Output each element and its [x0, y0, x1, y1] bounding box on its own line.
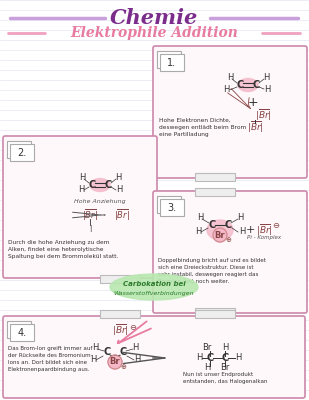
Text: C: C — [236, 80, 243, 90]
Ellipse shape — [110, 274, 198, 300]
Text: Elektrophile Addition: Elektrophile Addition — [70, 26, 238, 40]
Text: Das Brom-Ion greift immer auf
der Rückseite des Bromonium-
Ions an. Dort bildet : Das Brom-Ion greift immer auf der Rückse… — [8, 346, 93, 372]
FancyBboxPatch shape — [195, 310, 235, 318]
Text: ⊕: ⊕ — [120, 364, 126, 370]
Text: H: H — [204, 364, 210, 372]
Text: H: H — [78, 186, 84, 194]
Text: Pi - Komplex: Pi - Komplex — [247, 236, 281, 240]
FancyBboxPatch shape — [195, 173, 235, 181]
Text: Br: Br — [202, 344, 212, 352]
Text: |$\overline{Br}$|: |$\overline{Br}$| — [247, 119, 263, 135]
FancyBboxPatch shape — [100, 310, 140, 318]
Text: C: C — [104, 347, 111, 357]
Text: Hohe Anziehung: Hohe Anziehung — [74, 200, 126, 204]
Text: H: H — [197, 214, 203, 222]
FancyBboxPatch shape — [7, 321, 31, 338]
Text: 2.: 2. — [17, 148, 27, 158]
Text: H: H — [222, 344, 228, 352]
Text: H: H — [235, 354, 241, 362]
Text: ⊖: ⊖ — [273, 220, 280, 230]
Text: +: + — [248, 96, 258, 110]
Text: Durch die hohe Anziehung zu dem
Alken, findet eine heterolytische
Spaltung bei d: Durch die hohe Anziehung zu dem Alken, f… — [8, 240, 118, 259]
Text: |$\overline{Br}$|: |$\overline{Br}$| — [114, 208, 130, 222]
FancyBboxPatch shape — [3, 136, 157, 278]
Ellipse shape — [207, 220, 233, 240]
FancyBboxPatch shape — [195, 188, 235, 196]
Circle shape — [108, 355, 122, 369]
Text: |$\overline{Br}$|: |$\overline{Br}$| — [256, 222, 273, 238]
Text: H: H — [116, 186, 122, 194]
Ellipse shape — [238, 78, 258, 92]
FancyBboxPatch shape — [160, 54, 184, 71]
Text: ⊖: ⊖ — [129, 322, 137, 332]
Text: C: C — [104, 180, 112, 190]
Text: H: H — [237, 214, 243, 222]
FancyBboxPatch shape — [157, 196, 181, 213]
Text: |$\overline{Br}$|: |$\overline{Br}$| — [112, 322, 129, 338]
Text: |$\overline{Br}$|: |$\overline{Br}$| — [82, 208, 98, 222]
Text: Nun ist unser Endprodukt
entstanden, das Halogenalkan: Nun ist unser Endprodukt entstanden, das… — [183, 372, 268, 384]
FancyBboxPatch shape — [153, 191, 307, 313]
Text: 1.: 1. — [167, 58, 176, 68]
FancyBboxPatch shape — [10, 324, 34, 341]
Text: H-: H- — [223, 84, 233, 94]
Text: H: H — [90, 356, 96, 364]
Text: Doppelbindung bricht auf und es bildet
sich eine Dreieckstruktur. Diese ist
sehr: Doppelbindung bricht auf und es bildet s… — [158, 258, 266, 284]
Circle shape — [213, 228, 227, 242]
Text: H: H — [239, 228, 245, 236]
Text: +: + — [245, 225, 255, 235]
FancyBboxPatch shape — [195, 308, 235, 316]
FancyBboxPatch shape — [7, 141, 31, 158]
FancyBboxPatch shape — [157, 51, 181, 68]
Text: ⊕: ⊕ — [225, 237, 231, 243]
FancyBboxPatch shape — [3, 316, 305, 398]
Text: Br: Br — [215, 230, 225, 240]
FancyBboxPatch shape — [160, 199, 184, 216]
Text: Wasserstoffverbindungen: Wasserstoffverbindungen — [114, 290, 194, 296]
Text: H: H — [134, 356, 140, 364]
Text: Carbokation bei: Carbokation bei — [123, 281, 185, 287]
Text: C: C — [88, 180, 95, 190]
Text: |: | — [89, 224, 91, 232]
Text: H: H — [92, 344, 98, 352]
Text: H: H — [195, 228, 201, 236]
FancyBboxPatch shape — [10, 144, 34, 161]
Text: H: H — [132, 344, 138, 352]
Text: C: C — [208, 220, 216, 230]
Text: C: C — [206, 353, 214, 363]
Text: 4.: 4. — [17, 328, 27, 338]
Ellipse shape — [90, 178, 110, 192]
Text: H: H — [227, 74, 233, 82]
Text: H: H — [196, 354, 202, 362]
Text: Br: Br — [110, 358, 120, 366]
Text: Hohe Elektronen Dichte,
deswegen entlädt beim Brom
eine Partilladung: Hohe Elektronen Dichte, deswegen entlädt… — [159, 118, 246, 137]
Text: C: C — [119, 347, 127, 357]
Text: H: H — [115, 174, 121, 182]
Text: 3.: 3. — [167, 203, 176, 213]
Text: H: H — [79, 174, 85, 182]
Text: C: C — [224, 220, 232, 230]
Text: Chemie: Chemie — [110, 8, 198, 28]
Text: H: H — [263, 74, 269, 82]
Text: Br: Br — [220, 364, 230, 372]
FancyBboxPatch shape — [153, 46, 307, 178]
Text: H: H — [264, 84, 270, 94]
Text: C: C — [252, 80, 260, 90]
Text: C: C — [221, 353, 229, 363]
Text: |$\overline{Br}$|: |$\overline{Br}$| — [255, 107, 271, 123]
FancyBboxPatch shape — [100, 275, 140, 283]
